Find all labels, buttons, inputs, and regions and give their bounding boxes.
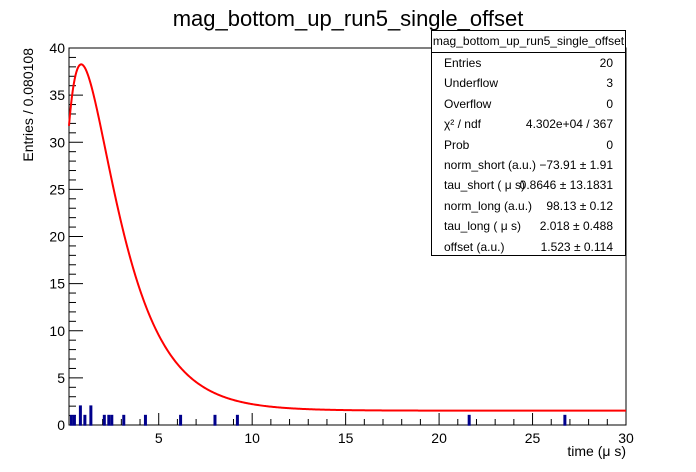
histogram-bar [110, 414, 114, 426]
stats-label: Overflow [444, 96, 492, 111]
stats-label: norm_long (a.u.) [444, 198, 533, 213]
stats-value: 0.8646 ± 13.1831 [519, 178, 613, 193]
y-tick-label: 40 [49, 40, 65, 56]
chart-title: mag_bottom_up_run5_single_offset [173, 6, 524, 31]
fit-curve [68, 63, 626, 412]
histogram-bar [179, 414, 183, 426]
x-tick-label: 10 [244, 430, 260, 446]
stats-label: Underflow [444, 76, 499, 91]
histogram-bars [69, 405, 567, 426]
stats-label: offset (a.u.) [444, 239, 505, 254]
x-tick-label: 5 [155, 430, 163, 446]
stats-row: Prob 0 [432, 135, 625, 155]
histogram-bar [72, 414, 76, 426]
histogram-bar [69, 414, 73, 426]
x-tick-label: 30 [618, 430, 634, 446]
stats-label: tau_long ( μ s) [444, 219, 521, 234]
stats-row: tau_short ( μ s) 0.8646 ± 13.1831 [432, 175, 625, 195]
stats-box-title: mag_bottom_up_run5_single_offset [432, 31, 625, 53]
y-tick-label: 25 [49, 181, 65, 197]
histogram-bar [235, 414, 239, 426]
x-axis: 5 10 15 20 25 30 [83, 413, 634, 446]
histogram-bar [122, 414, 126, 426]
histogram-bar [143, 414, 147, 426]
stats-row: χ² / ndf 4.302e+04 / 367 [432, 114, 625, 134]
histogram-bar [563, 414, 567, 426]
stats-value: 2.018 ± 0.488 [539, 219, 613, 234]
stats-value: 3 [606, 76, 613, 91]
stats-row: norm_short (a.u.) −73.91 ± 1.91 [432, 155, 625, 175]
stats-box: mag_bottom_up_run5_single_offset Entries… [431, 30, 626, 256]
histogram-bar [213, 414, 217, 426]
y-tick-label: 10 [49, 323, 65, 339]
x-tick-label: 15 [338, 430, 354, 446]
y-tick-label: 5 [57, 370, 65, 386]
stats-value: 0 [606, 96, 613, 111]
stats-value: −73.91 ± 1.91 [539, 157, 613, 172]
stats-label: norm_short (a.u.) [444, 157, 537, 172]
x-tick-label: 20 [431, 430, 447, 446]
y-tick-label: 0 [57, 417, 65, 433]
histogram-bar [467, 414, 471, 426]
y-tick-label: 35 [49, 87, 65, 103]
histogram-bar [83, 414, 87, 426]
stats-value: 1.523 ± 0.114 [540, 239, 613, 254]
stats-row: offset (a.u.) 1.523 ± 0.114 [432, 237, 625, 257]
histogram-bar [107, 414, 111, 426]
stats-row: Entries 20 [432, 53, 625, 73]
stats-label: Entries [444, 56, 482, 70]
stats-row: Overflow 0 [432, 94, 625, 114]
histogram-bar [102, 414, 106, 426]
stats-row: norm_long (a.u.) 98.13 ± 0.12 [432, 196, 625, 216]
y-tick-label: 20 [49, 229, 65, 245]
x-tick-label: 25 [525, 430, 541, 446]
stats-value: 20 [599, 56, 613, 70]
histogram-bar [89, 405, 93, 426]
stats-value: 98.13 ± 0.12 [546, 198, 613, 213]
stats-row: Underflow 3 [432, 73, 625, 93]
y-tick-label: 15 [49, 276, 65, 292]
stats-value: 4.302e+04 / 367 [525, 117, 613, 132]
y-axis: 0 5 10 15 20 25 30 35 40 [49, 40, 83, 433]
stats-row: tau_long ( μ s) 2.018 ± 0.488 [432, 216, 625, 236]
x-axis-label: time (μ s) [567, 443, 626, 459]
y-axis-label: Entries / 0.080108 [20, 48, 36, 162]
stats-label: Prob [444, 137, 470, 152]
y-tick-label: 30 [49, 134, 65, 150]
stats-label: tau_short ( μ s) [444, 178, 525, 193]
histogram-bar [78, 405, 82, 426]
stats-value: 0 [606, 137, 613, 152]
stats-rows: Entries 20 Underflow 3 Overflow 0 χ² / ndf 4.30… [432, 53, 625, 257]
stats-label: χ² / ndf [444, 117, 481, 132]
